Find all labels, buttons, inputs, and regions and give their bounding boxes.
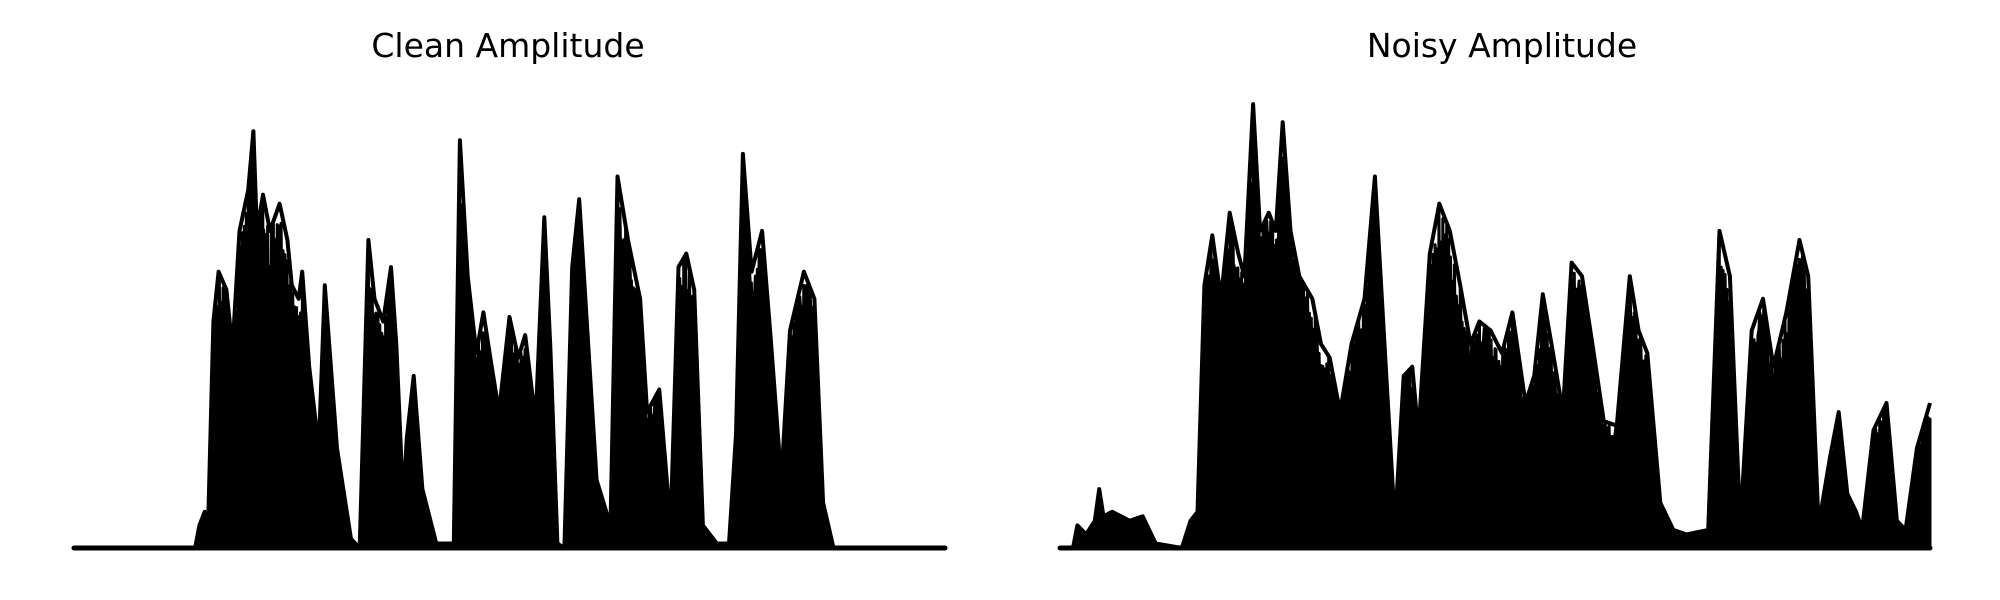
chart-title-noisy: Noisy Amplitude (1366, 26, 1638, 65)
amplitude-area-clean (72, 155, 947, 550)
chart-title-clean: Clean Amplitude (371, 26, 645, 65)
amplitude-envelope-clean (74, 129, 945, 550)
amplitude-envelope-noisy (1060, 102, 1932, 550)
